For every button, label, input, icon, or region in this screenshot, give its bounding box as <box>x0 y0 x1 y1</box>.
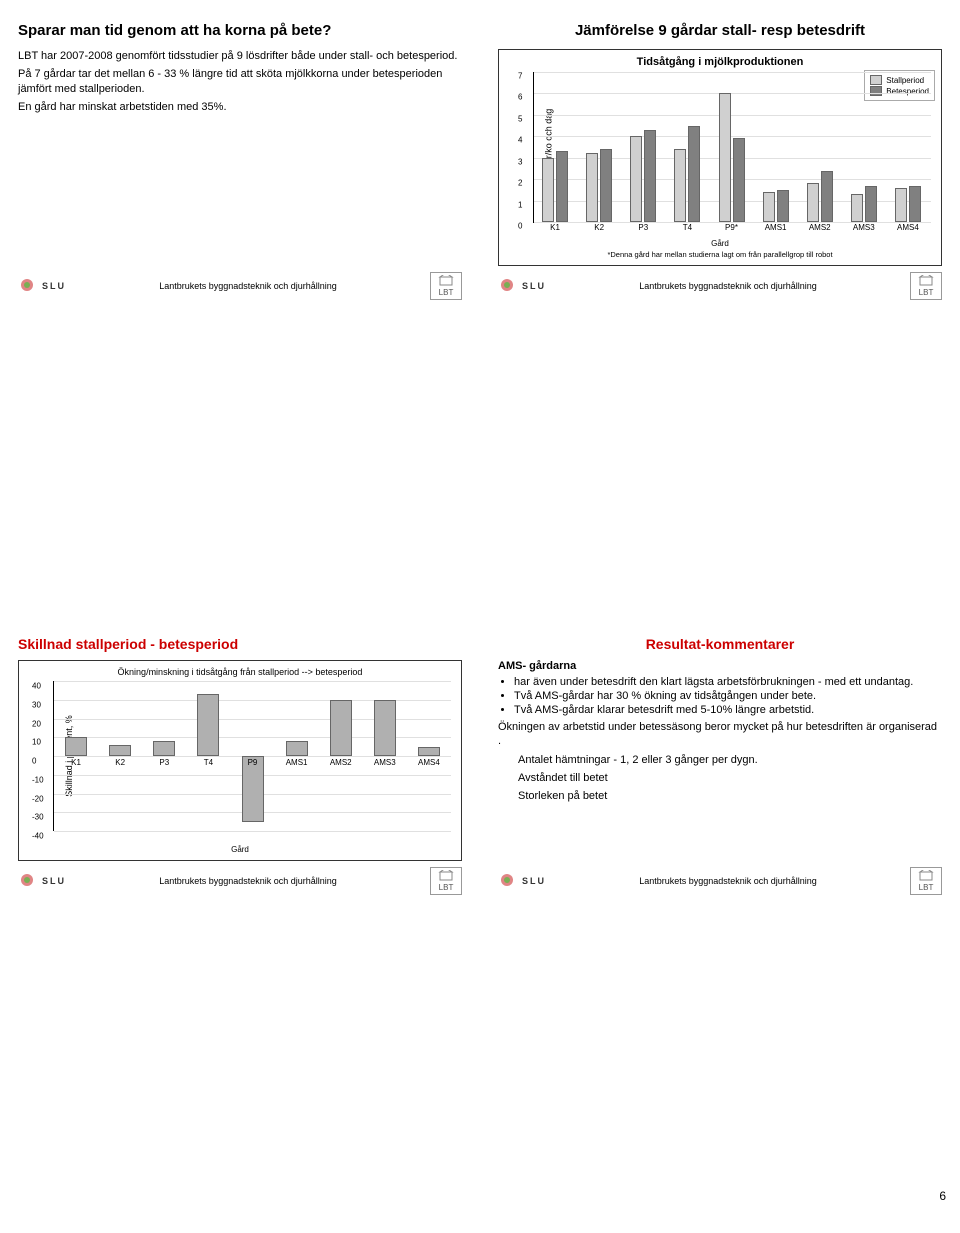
slu-logo-icon <box>498 871 516 891</box>
slu-label: SLU <box>522 281 546 291</box>
slide1-footer: SLU Lantbrukets byggnadsteknik och djurh… <box>18 272 462 300</box>
lbt-logo: LBT <box>910 272 942 300</box>
slide1-p1: LBT har 2007-2008 genomfört tidsstudier … <box>18 49 462 63</box>
chart2-xlabel: Gård <box>505 239 935 248</box>
slide4-footer: SLU Lantbrukets byggnadsteknik och djurh… <box>498 867 942 895</box>
slu-label: SLU <box>42 281 66 291</box>
slide-4: Resultat-kommentarer AMS- gårdarna har ä… <box>490 628 950 903</box>
slide4-b1: har även under betesdrift den klart lägs… <box>514 676 942 688</box>
slide4-subhead: AMS- gårdarna <box>498 660 942 672</box>
slide2-footer: SLU Lantbrukets byggnadsteknik och djurh… <box>498 272 942 300</box>
slu-logo-icon <box>498 276 516 296</box>
chart3-title: Ökning/minskning i tidsåtgång från stall… <box>25 667 455 677</box>
slide3-heading: Skillnad stallperiod - betesperiod <box>18 636 462 652</box>
lbt-logo: LBT <box>430 867 462 895</box>
slu-logo-icon <box>18 871 36 891</box>
slide-2: Jämförelse 9 gårdar stall- resp betesdri… <box>490 10 950 308</box>
slu-label: SLU <box>522 876 546 886</box>
footer-text: Lantbrukets byggnadsteknik och djurhålln… <box>159 876 337 886</box>
slide1-p2: På 7 gårdar tar det mellan 6 - 33 % läng… <box>18 67 462 96</box>
slide4-heading: Resultat-kommentarer <box>498 636 942 652</box>
lbt-logo: LBT <box>430 272 462 300</box>
slide1-p3: En gård har minskat arbetstiden med 35%. <box>18 100 462 114</box>
slide-1: Sparar man tid genom att ha korna på bet… <box>10 10 470 308</box>
slide2-chart: Tidsåtgång i mjölkproduktionen Stallperi… <box>498 49 942 266</box>
footer-text: Lantbrukets byggnadsteknik och djurhålln… <box>639 876 817 886</box>
footer-text: Lantbrukets byggnadsteknik och djurhålln… <box>159 281 337 291</box>
chart2-footnote: *Denna gård har mellan studierna lagt om… <box>505 250 935 259</box>
slide2-title: Jämförelse 9 gårdar stall- resp betesdri… <box>498 22 942 39</box>
slide-3: Skillnad stallperiod - betesperiod Öknin… <box>10 628 470 903</box>
chart2-title: Tidsåtgång i mjölkproduktionen <box>505 56 935 68</box>
slide4-b2: Två AMS-gårdar har 30 % ökning av tidsåt… <box>514 690 942 702</box>
lbt-logo: LBT <box>910 867 942 895</box>
slide4-p1: Ökningen av arbetstid under betessäsong … <box>498 720 942 749</box>
footer-text: Lantbrukets byggnadsteknik och djurhålln… <box>639 281 817 291</box>
slide4-bullets-a: har även under betesdrift den klart lägs… <box>498 676 942 716</box>
slide1-title: Sparar man tid genom att ha korna på bet… <box>18 22 462 39</box>
chart3-xlabel: Gård <box>25 845 455 854</box>
slide3-chart: Ökning/minskning i tidsåtgång från stall… <box>18 660 462 861</box>
slide3-footer: SLU Lantbrukets byggnadsteknik och djurh… <box>18 867 462 895</box>
slide4-l1: Antalet hämtningar - 1, 2 eller 3 gånger… <box>518 753 942 767</box>
page-number: 6 <box>939 1189 946 1203</box>
slu-label: SLU <box>42 876 66 886</box>
slu-logo-icon <box>18 276 36 296</box>
slide4-l3: Storleken på betet <box>518 789 942 803</box>
slide4-l2: Avståndet till betet <box>518 771 942 785</box>
slide4-b3: Två AMS-gårdar klarar betesdrift med 5-1… <box>514 704 942 716</box>
